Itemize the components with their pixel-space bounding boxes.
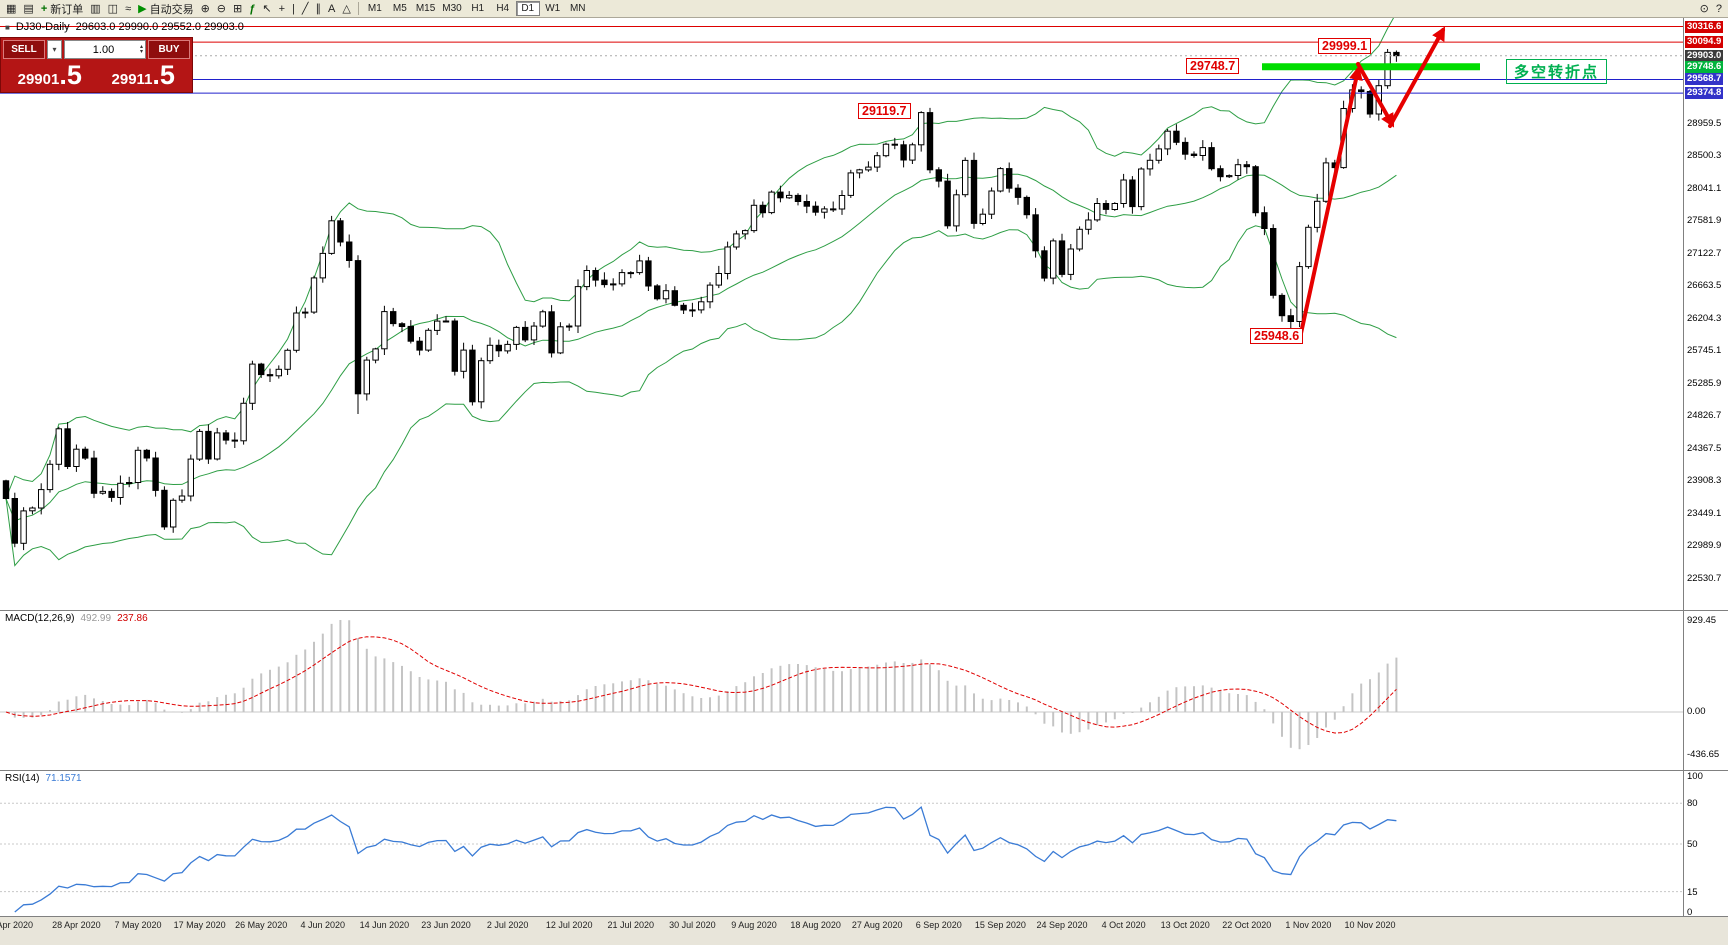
trendline-button[interactable]: ╱: [299, 1, 312, 17]
volume-field[interactable]: 1.00 ▴ ▾: [64, 40, 146, 59]
rsi-indicator-label: RSI(14) 71.1571: [5, 773, 82, 784]
buy-button[interactable]: BUY: [148, 40, 190, 59]
vertical-line-icon: |: [292, 2, 295, 15]
buy-price: 29911.5: [111, 60, 175, 90]
crosshair-button[interactable]: +: [276, 1, 288, 17]
rsi-value: 71.1571: [45, 773, 82, 784]
trendline-icon: ╱: [301, 2, 309, 15]
indicators-icon: ƒ: [249, 2, 256, 15]
trade-panel-controls: SELL ▾ 1.00 ▴ ▾ BUY: [3, 40, 190, 59]
arrow-shapes-icon: △: [342, 2, 351, 15]
timeframe-m30-button[interactable]: M30: [442, 3, 462, 14]
chart-window-icon: ▦: [6, 2, 17, 15]
text-icon: A: [328, 2, 336, 15]
macd-signal-value: 237.86: [117, 613, 148, 624]
chart-title: ■ DJ30-Daily 29603.0 29990.0 29552.0 299…: [5, 21, 244, 33]
search-icon: ⊙: [1699, 2, 1709, 15]
rsi-name: RSI(14): [5, 773, 40, 784]
candlestick-chart-icon: ◫: [107, 2, 119, 15]
auto-trading-icon: ▶: [138, 2, 147, 15]
sell-price: 29901.5: [17, 60, 82, 90]
profiles-icon: ▤: [23, 2, 34, 15]
new-order-label: 新订单: [50, 3, 84, 16]
candlestick-chart-button[interactable]: ◫: [105, 1, 121, 17]
volume-dropdown-button[interactable]: ▾: [47, 40, 62, 59]
search-button[interactable]: ⊙: [1697, 1, 1712, 17]
text-button[interactable]: A: [325, 1, 338, 17]
spinner-down-icon[interactable]: ▾: [139, 48, 143, 55]
bar-chart-icon: ▥: [90, 2, 101, 15]
timeframe-d1-button[interactable]: D1: [515, 1, 540, 16]
timeframe-w1-button[interactable]: W1: [545, 3, 561, 14]
zoom-out-icon: ⊖: [216, 2, 227, 15]
help-button[interactable]: ?: [1713, 1, 1725, 17]
price-axis[interactable]: [1683, 18, 1728, 916]
volume-spinner[interactable]: ▴ ▾: [139, 44, 143, 55]
rsi-panel-area[interactable]: [0, 771, 1683, 916]
equidistant-channel-icon: ∥: [315, 2, 322, 15]
turning-point-note: 多空转折点: [1506, 59, 1608, 84]
price-annotation-high: 29999.1: [1318, 38, 1372, 54]
price-annotation-resistance: 29748.7: [1186, 58, 1240, 74]
tile-windows-button[interactable]: ⊞: [230, 1, 245, 17]
equidistant-channel-button[interactable]: ∥: [313, 1, 325, 17]
chart-icon: ■: [5, 22, 10, 32]
timeframe-mn-button[interactable]: MN: [569, 3, 586, 14]
timeframe-m1-button[interactable]: M1: [367, 3, 382, 14]
one-click-trading-panel: SELL ▾ 1.00 ▴ ▾ BUY 29901.5 29911.5: [0, 37, 193, 93]
line-chart-button[interactable]: ≈: [122, 1, 134, 17]
chart-window-button[interactable]: ▦: [3, 1, 19, 17]
cursor-button[interactable]: ↖: [259, 1, 274, 17]
timeframe-h1-button[interactable]: H1: [471, 3, 485, 14]
new-order-button[interactable]: + 新订单: [38, 1, 86, 17]
trade-panel-prices: 29901.5 29911.5: [3, 59, 190, 90]
help-icon: ?: [1715, 2, 1722, 15]
profiles-button[interactable]: ▤: [20, 1, 36, 17]
main-chart-area[interactable]: [0, 18, 1683, 610]
zoom-in-icon: ⊕: [200, 2, 210, 15]
main-toolbar: ▦ ▤ + 新订单 ▥ ◫ ≈ ▶ 自动交易 ⊕ ⊖ ⊞ ƒ ↖ + | ╱ ∥ A △ M1 M5 M15 M30 H1 H4…: [0, 0, 1728, 18]
timeframe-m15-button[interactable]: M15: [415, 3, 436, 14]
tile-windows-icon: ⊞: [233, 2, 243, 15]
auto-trading-button[interactable]: ▶ 自动交易: [135, 1, 196, 17]
volume-value: 1.00: [92, 43, 115, 56]
toolbar-right-group: ⊙?: [1697, 1, 1725, 17]
auto-trading-label: 自动交易: [149, 3, 194, 16]
line-chart-icon: ≈: [125, 2, 132, 15]
macd-value: 492.99: [80, 613, 112, 624]
chart-ohlc-values: 29603.0 29990.0 29552.0 29903.0: [75, 21, 244, 33]
toolbar-separator: [357, 2, 359, 15]
zoom-out-button[interactable]: ⊖: [214, 1, 229, 17]
price-annotation-prev-high: 29119.7: [858, 103, 911, 119]
timeframe-toolbar: M1 M5 M15 M30 H1 H4 D1 W1 MN: [363, 1, 590, 16]
vertical-line-button[interactable]: |: [289, 1, 298, 17]
new-order-icon: +: [40, 2, 48, 15]
indicators-button[interactable]: ƒ: [246, 1, 258, 17]
price-annotation-low: 25948.6: [1250, 328, 1304, 344]
arrow-shapes-button[interactable]: △: [339, 1, 353, 17]
bar-chart-button[interactable]: ▥: [87, 1, 103, 17]
macd-name: MACD(12,26,9): [5, 613, 75, 624]
chevron-down-icon: ▾: [52, 45, 57, 54]
toolbar-buttons-group: ▦ ▤ + 新订单 ▥ ◫ ≈ ▶ 自动交易 ⊕ ⊖ ⊞ ƒ ↖ + | ╱ ∥ A △: [3, 1, 354, 17]
timeframe-m5-button[interactable]: M5: [392, 3, 407, 14]
macd-indicator-label: MACD(12,26,9) 492.99 237.86: [5, 613, 148, 624]
zoom-in-button[interactable]: ⊕: [198, 1, 213, 17]
crosshair-icon: +: [278, 2, 286, 15]
chart-symbol-period: DJ30-Daily: [15, 21, 70, 33]
sell-button[interactable]: SELL: [3, 40, 45, 59]
time-axis[interactable]: [0, 916, 1728, 945]
cursor-icon: ↖: [262, 2, 272, 15]
timeframe-h4-button[interactable]: H4: [496, 3, 510, 14]
macd-panel-area[interactable]: [0, 611, 1683, 770]
